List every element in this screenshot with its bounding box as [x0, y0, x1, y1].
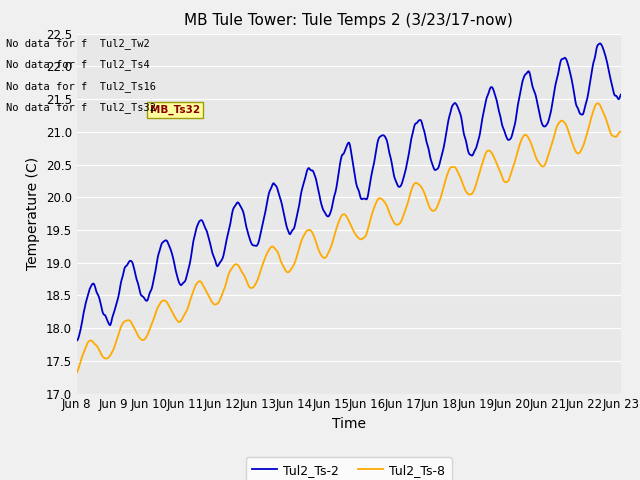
- Tul2_Ts-2: [617, 92, 625, 97]
- Text: MB_Ts32: MB_Ts32: [150, 105, 200, 115]
- Tul2_Ts-8: [83, 342, 90, 348]
- Y-axis label: Temperature (C): Temperature (C): [26, 157, 40, 270]
- Tul2_Ts-8: [73, 370, 81, 375]
- Tul2_Ts-2: [431, 167, 438, 173]
- Tul2_Ts-2: [415, 118, 422, 123]
- Tul2_Ts-2: [83, 297, 90, 302]
- Text: No data for f  Tul2_Tw2: No data for f Tul2_Tw2: [6, 37, 150, 48]
- Text: No data for f  Tul2_Ts4: No data for f Tul2_Ts4: [6, 59, 150, 70]
- Title: MB Tule Tower: Tule Temps 2 (3/23/17-now): MB Tule Tower: Tule Temps 2 (3/23/17-now…: [184, 13, 513, 28]
- Tul2_Ts-2: [596, 41, 604, 47]
- Legend: Tul2_Ts-2, Tul2_Ts-8: Tul2_Ts-2, Tul2_Ts-8: [246, 457, 452, 480]
- Text: No data for f  Tul2_Ts16: No data for f Tul2_Ts16: [6, 81, 156, 92]
- Tul2_Ts-8: [431, 207, 438, 213]
- Tul2_Ts-8: [223, 278, 230, 284]
- Tul2_Ts-2: [139, 293, 147, 299]
- Tul2_Ts-2: [223, 237, 230, 242]
- Tul2_Ts-8: [194, 279, 202, 285]
- Tul2_Ts-8: [593, 100, 601, 106]
- Tul2_Ts-2: [194, 222, 202, 228]
- Tul2_Ts-8: [139, 337, 147, 343]
- Line: Tul2_Ts-8: Tul2_Ts-8: [77, 103, 621, 372]
- Tul2_Ts-8: [415, 181, 422, 187]
- Tul2_Ts-8: [617, 129, 625, 134]
- Tul2_Ts-2: [73, 338, 81, 344]
- X-axis label: Time: Time: [332, 417, 366, 431]
- Text: No data for f  Tul2_Ts32: No data for f Tul2_Ts32: [6, 102, 156, 113]
- Line: Tul2_Ts-2: Tul2_Ts-2: [77, 44, 621, 341]
